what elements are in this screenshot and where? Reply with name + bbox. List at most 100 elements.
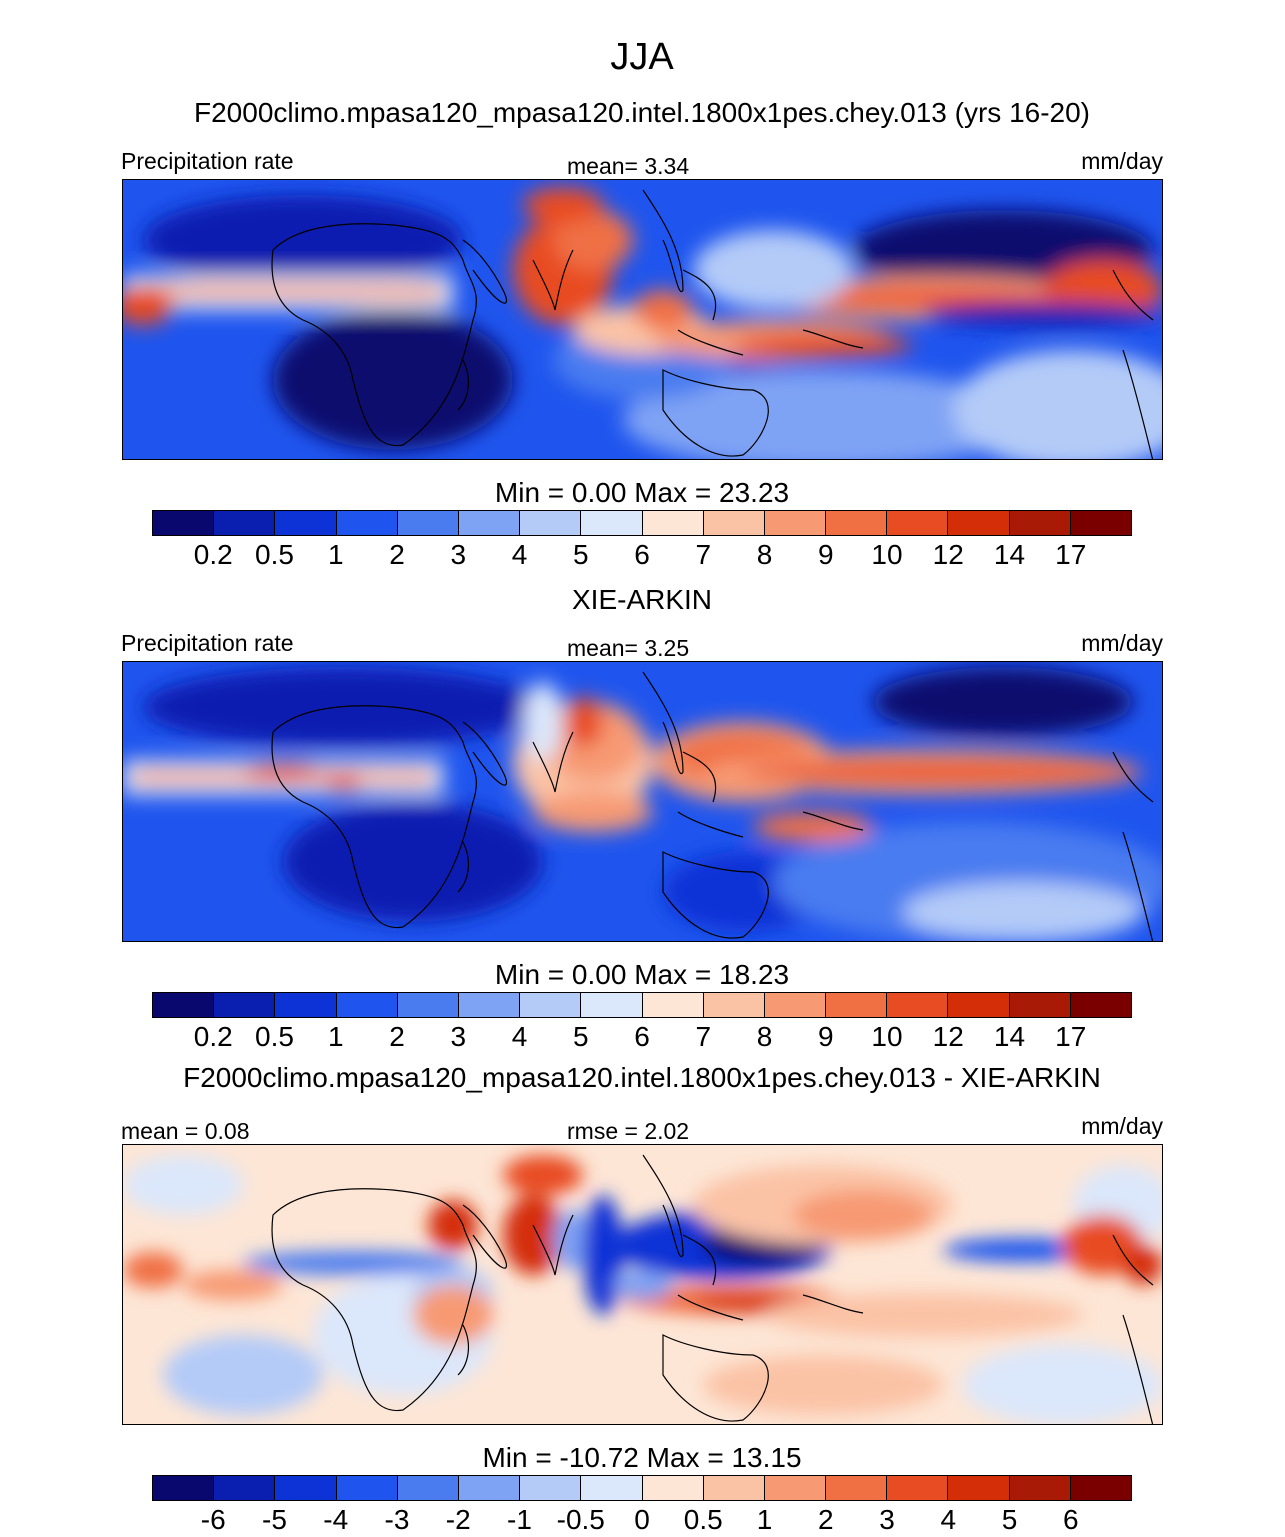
colorbar-swatch bbox=[1009, 1476, 1071, 1500]
colorbar-tick-label: 14 bbox=[993, 539, 1026, 570]
colorbar-tick-label: 10 bbox=[871, 1021, 903, 1052]
colorbar-tick-label: 6 bbox=[634, 1021, 650, 1052]
colorbar-tick-label: 14 bbox=[993, 1021, 1026, 1052]
colorbar-swatch bbox=[397, 993, 459, 1017]
colorbar-tick-label: 5 bbox=[572, 539, 589, 570]
colorbar-tick-label: -0.5 bbox=[556, 1504, 605, 1535]
panel1-units-label: mm/day bbox=[1081, 148, 1163, 174]
panel2-heading: XIE-ARKIN bbox=[571, 584, 713, 615]
colorbar-tick-label: 8 bbox=[756, 1021, 773, 1052]
panel1-map bbox=[122, 179, 1163, 460]
colorbar-swatch bbox=[703, 993, 765, 1017]
colorbar-tick-label: 3 bbox=[450, 1021, 467, 1052]
colorbar-swatch bbox=[336, 993, 398, 1017]
colorbar-swatch bbox=[948, 511, 1010, 535]
colorbar-tick-label: 17 bbox=[1055, 1021, 1087, 1052]
panel2-units-label: mm/day bbox=[1081, 630, 1163, 656]
colorbar-tick-label: -6 bbox=[200, 1504, 226, 1535]
figure-title: JJA bbox=[610, 36, 674, 78]
colorbar-swatch bbox=[764, 1476, 827, 1500]
colorbar-tick-label: 1 bbox=[327, 539, 344, 570]
colorbar-tick-label: -3 bbox=[384, 1504, 410, 1535]
colorbar-swatch bbox=[887, 993, 949, 1017]
colorbar-tick-label: 0.2 bbox=[193, 1021, 233, 1052]
colorbar-swatch bbox=[703, 511, 765, 535]
colorbar-swatch bbox=[948, 993, 1010, 1017]
panel1-minmax: Min = 0.00 Max = 23.23 bbox=[494, 477, 790, 508]
colorbar-swatch bbox=[826, 1476, 888, 1500]
colorbar-swatch bbox=[887, 1476, 949, 1500]
panel2-variable-label: Precipitation rate bbox=[121, 630, 294, 656]
colorbar-swatch bbox=[275, 1476, 337, 1500]
panel1-colorbar-ticks: 0.2 0.5 1 2 3 4 5 6 7 8 9 10 12 14 17 bbox=[152, 539, 1132, 570]
colorbar-swatch bbox=[581, 1476, 643, 1500]
colorbar-tick-label: -1 bbox=[507, 1504, 532, 1535]
colorbar-swatch bbox=[1009, 511, 1071, 535]
colorbar-tick-label: -5 bbox=[262, 1504, 287, 1535]
colorbar-tick-label: 12 bbox=[932, 539, 964, 570]
colorbar-tick-label: 12 bbox=[932, 1021, 964, 1052]
colorbar-tick-label: 0.5 bbox=[255, 539, 294, 570]
colorbar-swatch bbox=[948, 1476, 1010, 1500]
colorbar-tick-label: 0.5 bbox=[683, 1504, 723, 1535]
colorbar-swatch bbox=[153, 993, 215, 1017]
colorbar-tick-label: 2 bbox=[389, 1021, 405, 1052]
colorbar-swatch bbox=[214, 1476, 276, 1500]
colorbar-tick-label: 1 bbox=[327, 1021, 344, 1052]
colorbar-swatch bbox=[642, 993, 704, 1017]
colorbar-tick-label: 5 bbox=[1001, 1504, 1018, 1535]
panel3-map bbox=[122, 1144, 1163, 1425]
colorbar-tick-label: 17 bbox=[1055, 539, 1087, 570]
colorbar-tick-label: 7 bbox=[695, 1021, 712, 1052]
colorbar-tick-label: 4 bbox=[940, 1504, 957, 1535]
colorbar-swatch bbox=[397, 1476, 459, 1500]
panel3-rmse-label: rmse = 2.02 bbox=[567, 1118, 690, 1144]
panel3-units-label: mm/day bbox=[1081, 1113, 1163, 1139]
colorbar-tick-label: 4 bbox=[511, 539, 528, 570]
panel2-map bbox=[122, 661, 1163, 942]
colorbar-tick-label: 10 bbox=[871, 539, 903, 570]
colorbar-swatch bbox=[826, 511, 888, 535]
colorbar-swatch bbox=[336, 511, 398, 535]
colorbar-tick-label: 6 bbox=[634, 539, 650, 570]
colorbar-swatch bbox=[214, 993, 276, 1017]
colorbar-swatch bbox=[336, 1476, 398, 1500]
colorbar-swatch bbox=[581, 993, 643, 1017]
colorbar-swatch bbox=[1070, 1476, 1131, 1500]
colorbar-tick-label: 0.5 bbox=[255, 1021, 294, 1052]
panel2-colorbar-ticks: 0.2 0.5 1 2 3 4 5 6 7 8 9 10 12 14 17 bbox=[152, 1021, 1132, 1052]
colorbar-tick-label: 9 bbox=[817, 1021, 834, 1052]
panel2-mean-label: mean= 3.25 bbox=[567, 635, 690, 661]
colorbar-tick-label: 6 bbox=[1062, 1504, 1079, 1535]
colorbar-swatch bbox=[1070, 993, 1131, 1017]
colorbar-swatch bbox=[703, 1476, 765, 1500]
colorbar-swatch bbox=[458, 1476, 521, 1500]
panel3-colorbar-ticks: -6 -5 -4 -3 -2 -1 -0.5 0 0.5 1 2 3 4 5 6 bbox=[152, 1504, 1132, 1535]
colorbar-swatch bbox=[458, 993, 521, 1017]
colorbar-tick-label: 0 bbox=[634, 1504, 650, 1535]
colorbar-swatch bbox=[275, 511, 337, 535]
colorbar-tick-label: 1 bbox=[756, 1504, 773, 1535]
colorbar-swatch bbox=[764, 511, 827, 535]
colorbar-swatch bbox=[887, 511, 949, 535]
panel3-colorbar bbox=[152, 1475, 1132, 1501]
colorbar-swatch bbox=[458, 511, 521, 535]
colorbar-tick-label: 8 bbox=[756, 539, 773, 570]
colorbar-swatch bbox=[397, 511, 459, 535]
colorbar-tick-label: 5 bbox=[572, 1021, 589, 1052]
colorbar-tick-label: 3 bbox=[450, 539, 467, 570]
panel1-variable-label: Precipitation rate bbox=[121, 148, 294, 174]
colorbar-tick-label: 2 bbox=[389, 539, 405, 570]
colorbar-swatch bbox=[214, 511, 276, 535]
colorbar-swatch bbox=[520, 1476, 582, 1500]
colorbar-tick-label: 0.2 bbox=[193, 539, 233, 570]
colorbar-swatch bbox=[1009, 993, 1071, 1017]
panel2-colorbar bbox=[152, 992, 1132, 1018]
panel3-heading: F2000climo.mpasa120_mpasa120.intel.1800x… bbox=[183, 1062, 1101, 1093]
colorbar-swatch bbox=[642, 1476, 704, 1500]
colorbar-tick-label: 9 bbox=[817, 539, 834, 570]
colorbar-swatch bbox=[520, 511, 582, 535]
colorbar-tick-label: 3 bbox=[879, 1504, 895, 1535]
panel3-minmax: Min = -10.72 Max = 13.15 bbox=[482, 1442, 802, 1473]
colorbar-swatch bbox=[1070, 511, 1131, 535]
